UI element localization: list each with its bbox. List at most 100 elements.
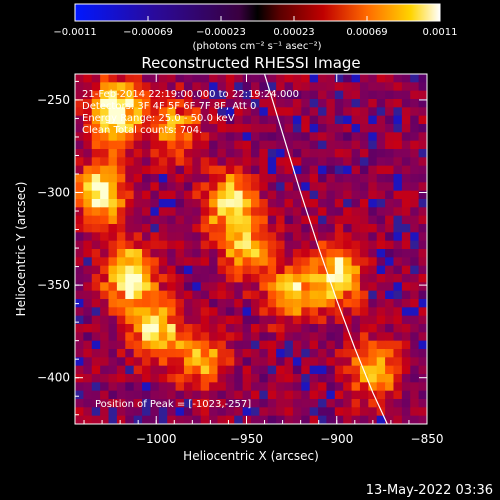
heatmap-cell: [116, 407, 126, 417]
heatmap-cell: [334, 399, 344, 408]
heatmap-cell: [142, 315, 152, 325]
heatmap-cell: [83, 174, 93, 183]
heatmap-cell: [334, 349, 344, 358]
heatmap-cell: [351, 182, 361, 192]
heatmap-cell: [410, 99, 420, 108]
heatmap-cell: [309, 315, 319, 325]
heatmap-cell: [251, 307, 260, 317]
heatmap-cell: [75, 140, 84, 150]
heatmap-cell: [209, 224, 219, 233]
heatmap-cell: [343, 374, 353, 383]
heatmap-cell: [376, 307, 386, 317]
heatmap-cell: [292, 274, 302, 283]
heatmap-cell: [150, 399, 160, 408]
heatmap-cell: [183, 357, 193, 367]
heatmap-cell: [192, 215, 202, 225]
heatmap-cell: [200, 390, 210, 400]
heatmap-cell: [183, 399, 193, 408]
heatmap-cell: [200, 407, 210, 417]
heatmap-cell: [91, 132, 101, 142]
heatmap-cell: [217, 224, 227, 233]
heatmap-cell: [359, 182, 369, 192]
heatmap-cell: [91, 215, 101, 225]
heatmap-cell: [351, 124, 361, 133]
heatmap-cell: [225, 224, 235, 233]
heatmap-cell: [108, 357, 118, 367]
heatmap-cell: [125, 182, 135, 192]
heatmap-cell: [393, 190, 403, 200]
heatmap-cell: [242, 224, 252, 233]
heatmap-cell: [125, 374, 135, 383]
heatmap-cell: [209, 274, 219, 283]
heatmap-cell: [242, 215, 252, 225]
heatmap-cell: [234, 340, 244, 350]
heatmap-cell: [150, 249, 160, 258]
heatmap-cell: [125, 232, 135, 242]
heatmap-cell: [158, 390, 168, 400]
heatmap-cell: [83, 407, 93, 417]
heatmap-cell: [217, 415, 227, 424]
heatmap-cell: [133, 224, 143, 233]
heatmap-cell: [410, 340, 420, 350]
heatmap-cell: [334, 315, 344, 325]
heatmap-cell: [318, 332, 328, 342]
heatmap-cell: [175, 357, 185, 367]
heatmap-cell: [267, 190, 277, 200]
heatmap-cell: [158, 232, 168, 242]
heatmap-cell: [183, 299, 193, 308]
heatmap-cell: [234, 374, 244, 383]
heatmap-cell: [292, 165, 302, 175]
heatmap-cell: [393, 132, 403, 142]
heatmap-cell: [116, 374, 126, 383]
heatmap-cell: [192, 374, 202, 383]
heatmap-cell: [158, 224, 168, 233]
heatmap-cell: [284, 407, 294, 417]
heatmap-cell: [418, 324, 427, 333]
heatmap-cell: [108, 165, 118, 175]
heatmap-cell: [158, 340, 168, 350]
heatmap-cell: [318, 374, 328, 383]
heatmap-cell: [234, 199, 244, 208]
heatmap-cell: [393, 232, 403, 242]
heatmap-cell: [368, 390, 378, 400]
heatmap-cell: [91, 340, 101, 350]
heatmap-cell: [183, 332, 193, 342]
heatmap-cell: [183, 274, 193, 283]
heatmap-cell: [276, 240, 286, 250]
heatmap-cell: [376, 332, 386, 342]
heatmap-cell: [359, 290, 369, 300]
heatmap-cell: [142, 340, 152, 350]
heatmap-cell: [276, 257, 286, 267]
heatmap-cell: [343, 182, 353, 192]
heatmap-cell: [410, 115, 420, 125]
heatmap-cell: [125, 365, 135, 375]
heatmap-cell: [142, 357, 152, 367]
heatmap-cell: [158, 240, 168, 250]
heatmap-cell: [326, 140, 336, 150]
heatmap-cell: [200, 115, 210, 125]
heatmap-cell: [343, 82, 353, 92]
heatmap-cell: [376, 199, 386, 208]
heatmap-cell: [359, 382, 369, 392]
heatmap-cell: [116, 115, 126, 125]
heatmap-cell: [192, 82, 202, 92]
heatmap-cell: [83, 215, 93, 225]
heatmap-cell: [368, 174, 378, 183]
heatmap-cell: [301, 115, 311, 125]
heatmap-cell: [368, 240, 378, 250]
heatmap-cell: [301, 82, 311, 92]
heatmap-cell: [343, 290, 353, 300]
heatmap-cell: [334, 224, 344, 233]
heatmap-cell: [209, 290, 219, 300]
heatmap-cell: [343, 165, 353, 175]
heatmap-cell: [225, 149, 235, 158]
heatmap-cell: [150, 374, 160, 383]
heatmap-cell: [351, 415, 361, 424]
heatmap-cell: [284, 132, 294, 142]
heatmap-cell: [175, 274, 185, 283]
heatmap-cell: [108, 399, 118, 408]
heatmap-cell: [351, 149, 361, 158]
heatmap-cell: [418, 357, 427, 367]
heatmap-cell: [200, 415, 210, 424]
heatmap-cell: [133, 132, 143, 142]
